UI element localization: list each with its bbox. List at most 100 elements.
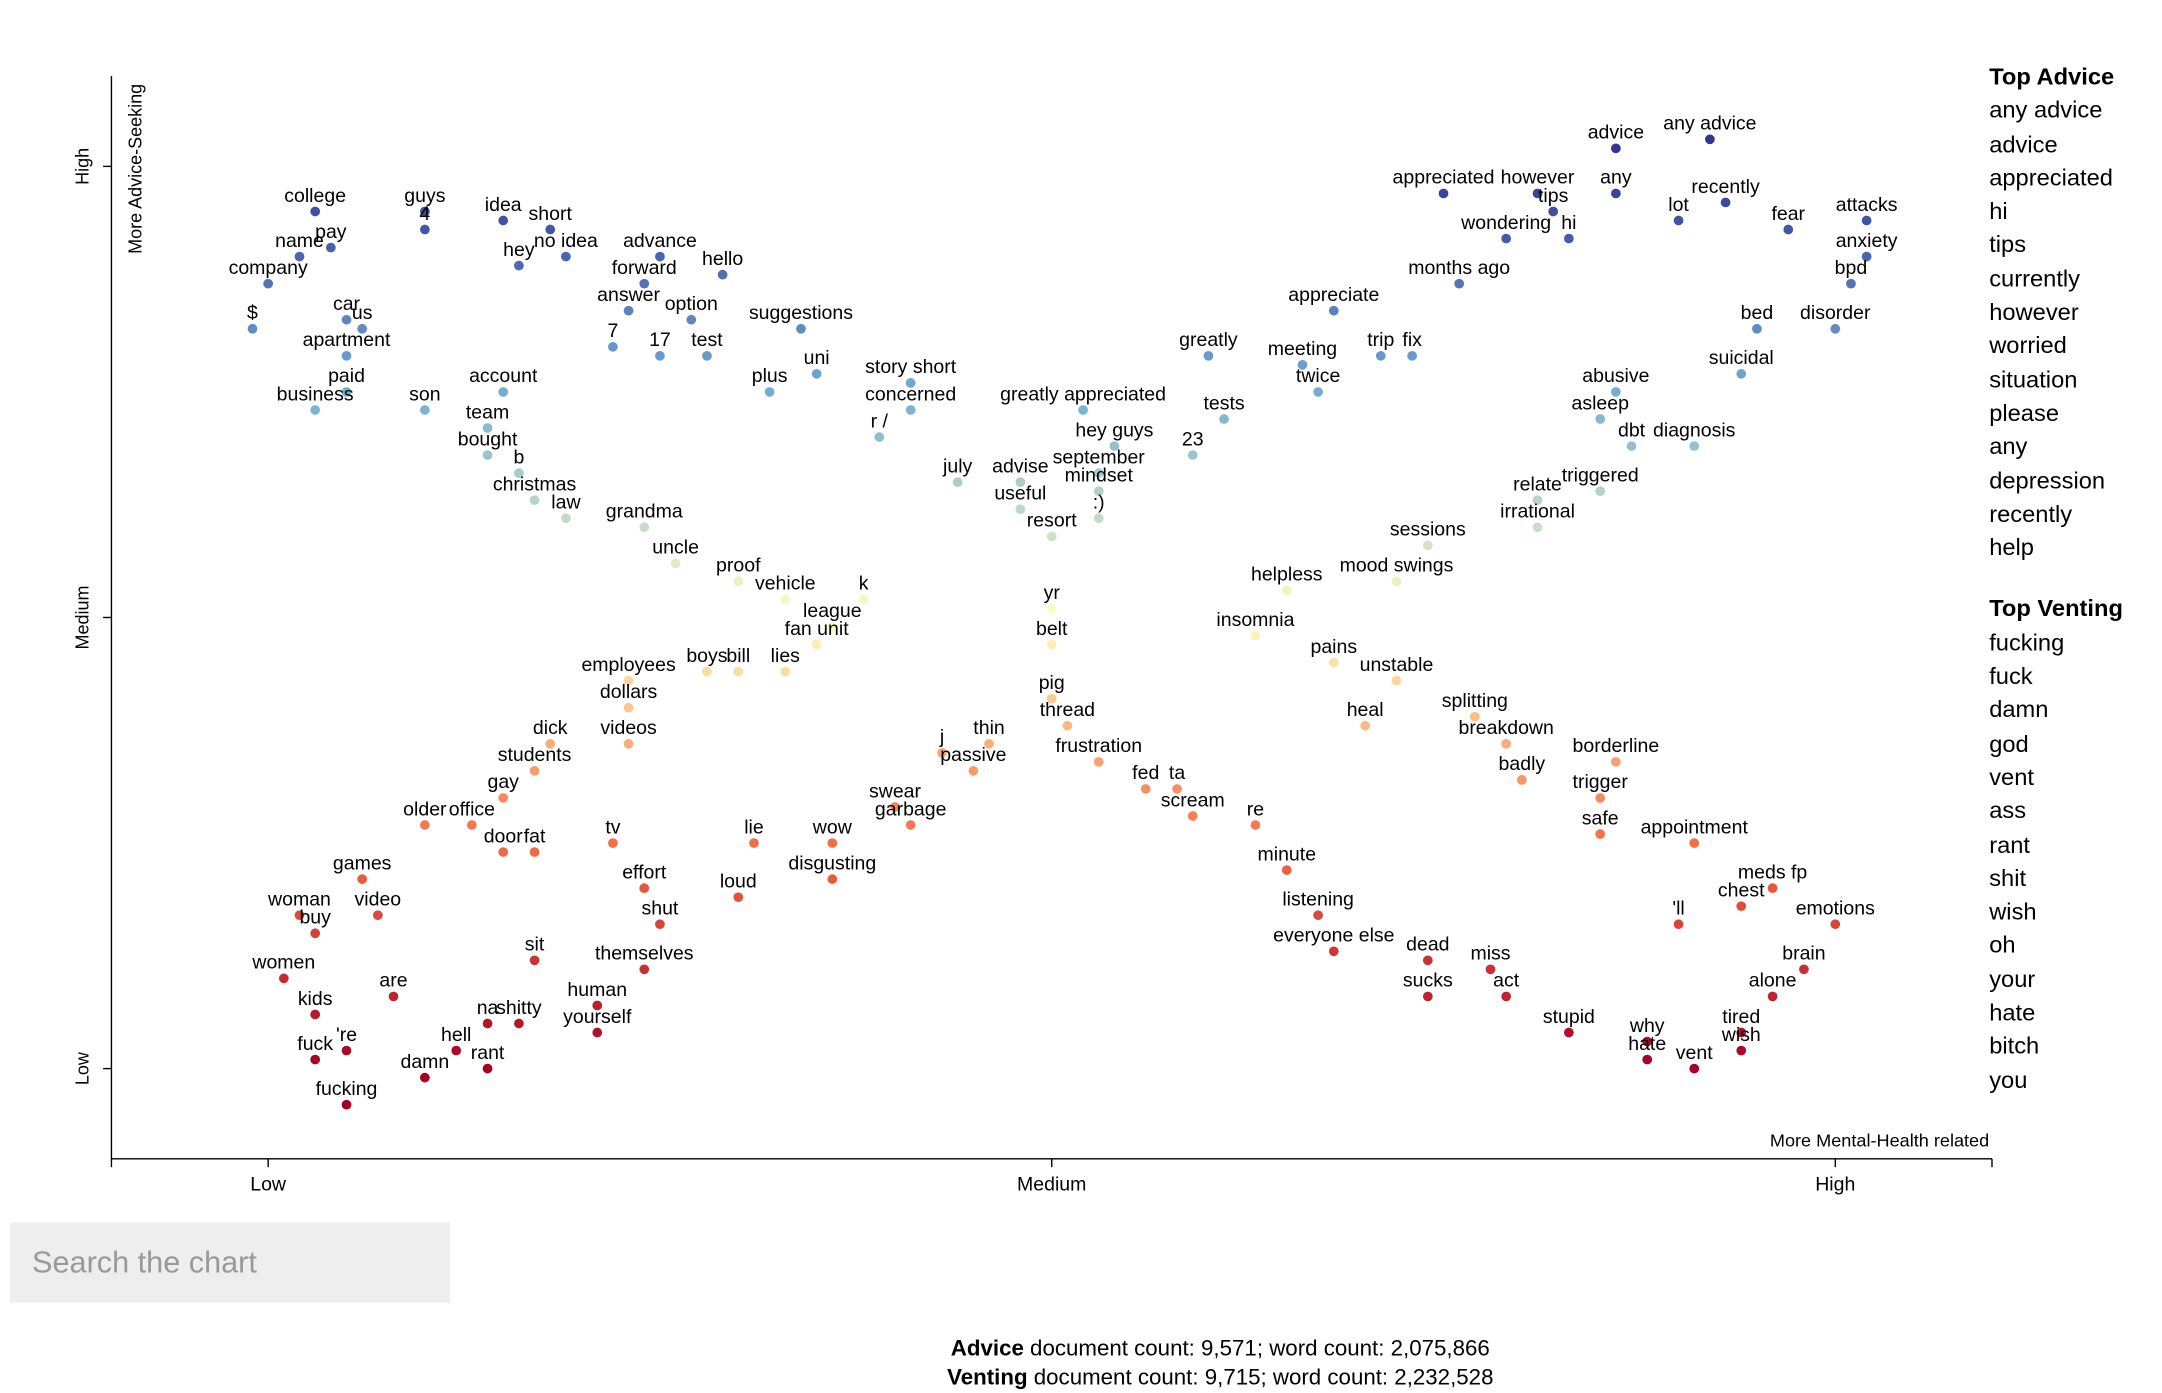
point bbox=[1203, 350, 1214, 361]
y-axis-label: More Advice-Seeking bbox=[125, 84, 145, 254]
point bbox=[1250, 820, 1261, 830]
point bbox=[498, 387, 509, 397]
search-input[interactable] bbox=[9, 1222, 450, 1303]
point-label: why bbox=[1629, 1015, 1665, 1037]
point-label: twice bbox=[1296, 365, 1340, 387]
point bbox=[325, 242, 336, 253]
point bbox=[623, 305, 634, 316]
point-label: sessions bbox=[1390, 519, 1466, 541]
term[interactable]: shit bbox=[1989, 865, 2027, 892]
term[interactable]: any advice bbox=[1989, 97, 2103, 124]
term[interactable]: your bbox=[1989, 965, 2036, 993]
term[interactable]: help bbox=[1989, 534, 2034, 561]
term[interactable]: fuck bbox=[1989, 663, 2033, 690]
point bbox=[1328, 657, 1339, 668]
point-label: test bbox=[691, 329, 723, 351]
term[interactable]: depression bbox=[1989, 467, 2106, 494]
term[interactable]: damn bbox=[1989, 696, 2049, 724]
point-label: appreciated bbox=[1393, 167, 1495, 189]
point-label: bought bbox=[458, 428, 518, 450]
term[interactable]: rant bbox=[1989, 831, 2031, 858]
point bbox=[1046, 693, 1057, 704]
point-label: appreciate bbox=[1288, 284, 1379, 306]
point-label: employees bbox=[581, 654, 676, 676]
term[interactable]: bitch bbox=[1989, 1033, 2040, 1060]
point-label: greatly bbox=[1179, 329, 1238, 351]
point bbox=[890, 802, 900, 812]
point bbox=[1548, 206, 1559, 217]
point-label: son bbox=[409, 383, 440, 405]
term[interactable]: any bbox=[1989, 433, 2028, 461]
point-label: rant bbox=[471, 1042, 505, 1064]
point bbox=[1140, 784, 1151, 794]
point bbox=[1799, 964, 1809, 975]
term[interactable]: tips bbox=[1989, 231, 2027, 259]
term[interactable]: however bbox=[1989, 299, 2079, 326]
point-label: lies bbox=[771, 645, 801, 667]
point-label: however bbox=[1501, 167, 1575, 189]
point-label: miss bbox=[1470, 943, 1510, 965]
point bbox=[733, 666, 744, 677]
term[interactable]: hate bbox=[1989, 999, 2036, 1026]
point bbox=[310, 1009, 321, 1020]
point-label: plus bbox=[752, 365, 788, 387]
point-label: buy bbox=[299, 907, 331, 929]
point bbox=[623, 738, 634, 749]
point-label: yr bbox=[1044, 582, 1061, 604]
point bbox=[1642, 1054, 1653, 1065]
point bbox=[874, 432, 885, 442]
point bbox=[1595, 414, 1606, 424]
point-label: short bbox=[529, 203, 573, 225]
point-label: name bbox=[275, 230, 324, 252]
point bbox=[1172, 784, 1182, 794]
term[interactable]: please bbox=[1989, 400, 2060, 427]
point-label: uni bbox=[804, 347, 830, 369]
term[interactable]: worried bbox=[1989, 332, 2067, 360]
term[interactable]: fucking bbox=[1989, 629, 2065, 656]
point bbox=[310, 405, 321, 415]
point-label: games bbox=[333, 852, 392, 874]
point bbox=[1391, 576, 1402, 587]
term[interactable]: advice bbox=[1989, 130, 2058, 158]
term[interactable]: wish bbox=[1989, 898, 2037, 926]
point-label: answer bbox=[597, 284, 660, 306]
term[interactable]: you bbox=[1989, 1066, 2028, 1094]
point-label: paid bbox=[328, 365, 365, 387]
footer: Advice document count: 9,571; word count… bbox=[0, 1335, 2162, 1393]
term[interactable]: oh bbox=[1989, 932, 2016, 959]
point bbox=[780, 594, 791, 605]
term[interactable]: situation bbox=[1989, 366, 2078, 393]
point bbox=[310, 1054, 321, 1065]
point bbox=[419, 224, 430, 235]
point bbox=[937, 747, 947, 758]
term[interactable]: recently bbox=[1989, 500, 2073, 528]
point bbox=[592, 1000, 603, 1011]
point-label: b bbox=[513, 446, 524, 468]
point-label: brain bbox=[1782, 943, 1825, 965]
point bbox=[1861, 215, 1872, 226]
term[interactable]: appreciated bbox=[1989, 164, 2113, 191]
chart: More Advice-Seeking More Mental-Health r… bbox=[72, 76, 1993, 1196]
term[interactable]: hi bbox=[1989, 198, 2008, 225]
term[interactable]: ass bbox=[1989, 797, 2027, 825]
point bbox=[905, 378, 916, 388]
point bbox=[1281, 865, 1292, 875]
point bbox=[1093, 756, 1104, 767]
term[interactable]: currently bbox=[1989, 265, 2081, 292]
point bbox=[514, 468, 524, 478]
point bbox=[811, 639, 822, 650]
x-tick-label: Low bbox=[250, 1174, 287, 1196]
term[interactable]: god bbox=[1989, 730, 2029, 757]
point bbox=[1078, 405, 1088, 415]
point bbox=[1611, 387, 1621, 397]
point bbox=[341, 1045, 352, 1056]
point bbox=[1501, 738, 1512, 749]
point bbox=[357, 323, 368, 334]
point bbox=[482, 1018, 493, 1029]
point bbox=[1046, 531, 1057, 542]
term[interactable]: vent bbox=[1989, 764, 2034, 791]
point-label: re bbox=[1247, 798, 1264, 820]
point-label: hate bbox=[1628, 1033, 1666, 1055]
point bbox=[717, 269, 728, 280]
point-label: any bbox=[1600, 167, 1632, 189]
